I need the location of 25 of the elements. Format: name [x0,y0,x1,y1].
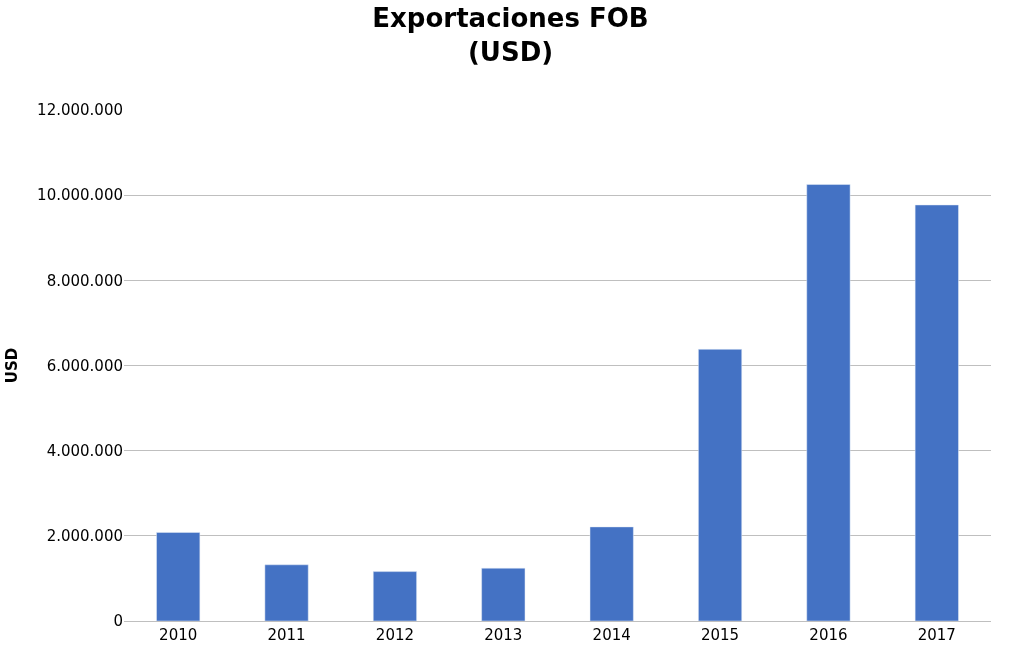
bar [373,571,417,621]
y-tick-label: 4.000.000 [46,441,123,460]
y-tick-label: 8.000.000 [46,271,123,290]
bar [264,564,309,621]
chart-title: Exportaciones FOB (USD) [372,2,649,67]
x-tick-label: 2011 [267,626,306,644]
x-tick-label: 2017 [917,626,956,644]
x-tick-label: 2014 [592,626,631,644]
bar [481,567,526,621]
x-tick-label: 2013 [484,626,523,644]
bar [698,349,742,621]
x-tick-label: 2010 [159,626,198,644]
x-tick-label: 2012 [375,626,415,644]
y-tick-label: 12.000.000 [37,101,123,120]
y-tick-label: 10.000.000 [37,186,123,205]
x-tick-label: 2015 [700,626,740,644]
y-tick-label: 0 [113,612,123,631]
x-tick-label: 2016 [809,626,848,644]
bar [806,184,851,621]
y-tick-label: 6.000.000 [46,356,123,375]
y-tick-label: 2.000.000 [46,527,123,546]
y-axis-title: USD [3,347,22,384]
bar [156,532,201,621]
bar [589,526,634,621]
bar [914,204,959,621]
